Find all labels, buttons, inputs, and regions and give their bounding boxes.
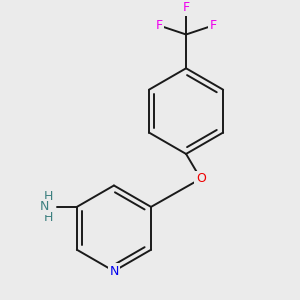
Text: H: H	[44, 211, 53, 224]
Text: N: N	[109, 265, 119, 278]
Text: F: F	[155, 19, 163, 32]
Text: F: F	[182, 1, 190, 14]
Text: O: O	[196, 172, 206, 185]
Text: H: H	[44, 190, 53, 203]
Text: F: F	[209, 19, 217, 32]
Text: N: N	[39, 200, 49, 213]
